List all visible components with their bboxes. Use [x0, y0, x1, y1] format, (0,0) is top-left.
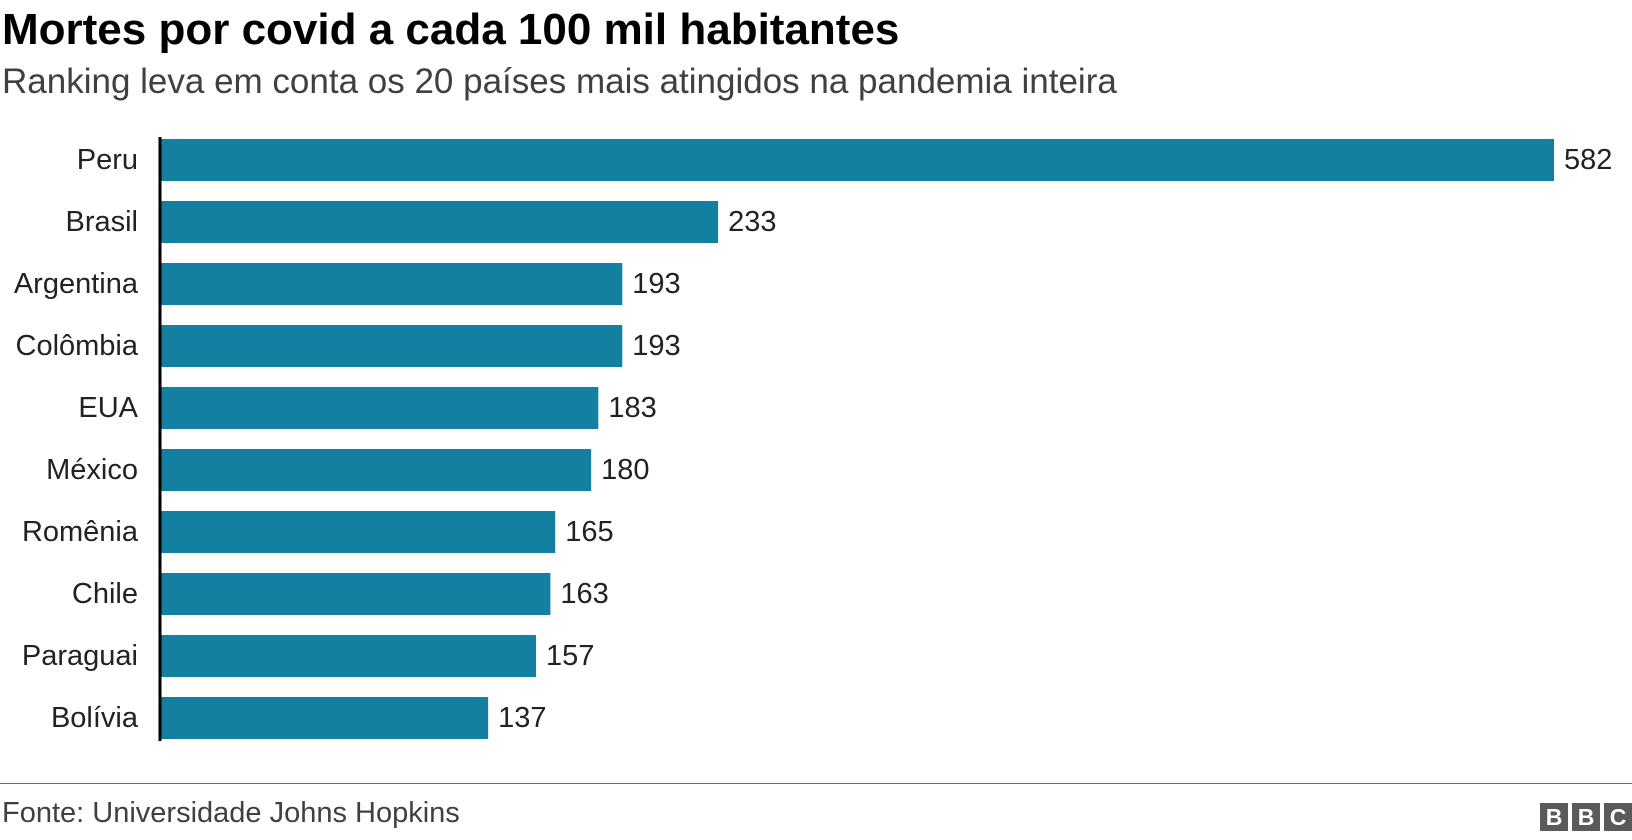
bar-argentina	[160, 263, 623, 305]
bar-mexico	[160, 449, 592, 491]
bbc-logo-letter-3: C	[1604, 803, 1632, 831]
category-label-eua: EUA	[78, 392, 138, 424]
chart-subtitle: Ranking leva em conta os 20 países mais …	[2, 62, 1117, 101]
bar-colombia	[160, 325, 623, 367]
value-label-peru: 582	[1564, 144, 1612, 176]
category-label-paraguai: Paraguai	[22, 640, 138, 672]
bar-chart: Peru Brasil Argentina Colômbia EUA México Romê…	[14, 137, 1612, 741]
bbc-logo: B B C	[1540, 803, 1632, 831]
bar-bolivia	[160, 697, 489, 739]
category-label-mexico: México	[46, 454, 138, 486]
value-label-brasil: 233	[728, 206, 776, 238]
bar-peru	[160, 139, 1554, 181]
value-label-argentina: 193	[632, 268, 680, 300]
value-label-romenia: 165	[565, 516, 613, 548]
category-label-romenia: Romênia	[22, 516, 139, 548]
value-label-eua: 183	[608, 392, 656, 424]
value-label-paraguai: 157	[546, 640, 594, 672]
category-label-brasil: Brasil	[65, 206, 138, 238]
bbc-logo-letter-2: B	[1572, 803, 1600, 831]
category-label-peru: Peru	[77, 144, 138, 176]
bars-layer	[160, 139, 1554, 739]
value-label-mexico: 180	[601, 454, 649, 486]
bbc-logo-letter-1: B	[1540, 803, 1568, 831]
bar-romenia	[160, 511, 556, 553]
footer-divider	[0, 783, 1632, 784]
category-label-chile: Chile	[72, 578, 138, 610]
category-label-colombia: Colômbia	[16, 330, 139, 362]
category-label-bolivia: Bolívia	[51, 702, 139, 734]
bar-paraguai	[160, 635, 537, 677]
bar-eua	[160, 387, 599, 429]
category-labels-layer: Peru Brasil Argentina Colômbia EUA México Romê…	[14, 144, 139, 734]
bar-brasil	[160, 201, 719, 243]
source-note: Fonte: Universidade Johns Hopkins	[2, 797, 460, 829]
value-label-bolivia: 137	[498, 702, 546, 734]
bar-chile	[160, 573, 551, 615]
value-label-chile: 163	[560, 578, 608, 610]
value-label-colombia: 193	[632, 330, 680, 362]
chart-title: Mortes por covid a cada 100 mil habitant…	[2, 5, 900, 54]
category-label-argentina: Argentina	[14, 268, 139, 300]
